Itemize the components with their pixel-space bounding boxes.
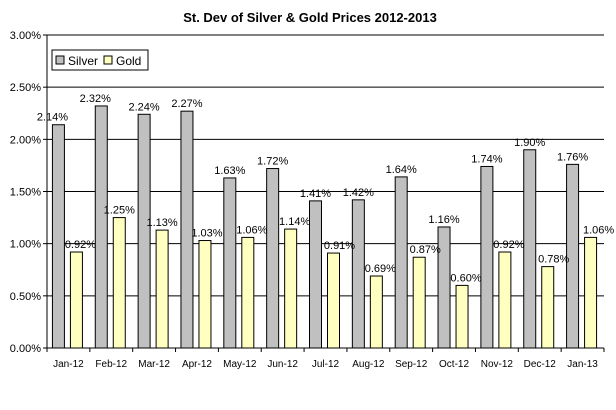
y-tick-label: 1.50% bbox=[10, 187, 41, 199]
x-tick-label: Jan-12 bbox=[53, 359, 84, 370]
gold-data-label: 1.13% bbox=[147, 217, 178, 229]
y-tick-label: 0.50% bbox=[10, 291, 41, 303]
legend: Silver Gold bbox=[51, 49, 149, 71]
x-tick-label: Apr-12 bbox=[182, 359, 212, 370]
silver-data-label: 1.63% bbox=[214, 165, 245, 177]
x-tick-label: Jan-13 bbox=[567, 359, 598, 370]
silver-data-label: 1.42% bbox=[343, 187, 374, 199]
silver-bar bbox=[309, 200, 322, 349]
gold-data-label: 0.69% bbox=[365, 263, 396, 275]
silver-bar bbox=[266, 168, 280, 349]
silver-data-label: 1.16% bbox=[428, 214, 459, 226]
gold-bar bbox=[584, 236, 598, 349]
silver-data-label: 1.76% bbox=[557, 151, 588, 163]
silver-bar bbox=[351, 199, 365, 349]
silver-bar bbox=[137, 113, 151, 349]
gold-data-label: 0.91% bbox=[324, 240, 355, 252]
x-tick-label: Jul-12 bbox=[312, 359, 340, 370]
legend-box bbox=[51, 49, 149, 71]
gold-data-label: 1.06% bbox=[583, 224, 614, 236]
silver-data-label: 1.72% bbox=[257, 156, 288, 168]
y-tick-label: 3.00% bbox=[10, 30, 41, 42]
silver-data-label: 2.24% bbox=[129, 101, 160, 113]
silver-bar bbox=[223, 177, 237, 349]
gold-legend-label: Gold bbox=[116, 54, 141, 68]
y-tick-label: 1.00% bbox=[10, 239, 41, 251]
silver-data-label: 1.90% bbox=[514, 137, 545, 149]
gold-data-label: 0.78% bbox=[538, 254, 569, 266]
x-tick-label: Oct-12 bbox=[439, 359, 469, 370]
gold-data-label: 0.92% bbox=[65, 239, 96, 251]
silver-data-label: 2.14% bbox=[37, 112, 68, 124]
x-tick-label: Feb-12 bbox=[95, 359, 127, 370]
silver-bar bbox=[51, 124, 65, 349]
x-tick-label: Jun-12 bbox=[267, 359, 298, 370]
gold-data-label: 1.03% bbox=[191, 228, 222, 240]
y-tick-label: 0.00% bbox=[10, 343, 41, 355]
gold-data-label: 0.92% bbox=[493, 239, 524, 251]
gold-bar bbox=[327, 252, 340, 349]
x-axis-ticks: Jan-12 Feb-12 Mar-12 Apr-12 May-12 Jun-12 Jul-… bbox=[46, 348, 605, 370]
chart-title: St. Dev of Silver & Gold Prices 2012-201… bbox=[183, 10, 437, 25]
x-tick-label: May-12 bbox=[223, 359, 257, 370]
silver-data-label: 2.32% bbox=[80, 93, 111, 105]
gold-legend-swatch bbox=[103, 55, 113, 65]
silver-bar bbox=[394, 176, 408, 349]
gold-data-label: 0.87% bbox=[410, 244, 441, 256]
x-tick-label: Sep-12 bbox=[395, 359, 428, 370]
x-tick-label: Aug-12 bbox=[352, 359, 385, 370]
x-tick-label: Nov-12 bbox=[481, 359, 514, 370]
gold-data-label: 0.60% bbox=[450, 272, 481, 284]
gold-bar bbox=[541, 266, 555, 349]
silver-data-label: 1.74% bbox=[471, 153, 502, 165]
gold-bar bbox=[155, 229, 169, 349]
y-axis-ticks: 0.00% 0.50% 1.00% 1.50% 2.00% 2.50% 3.00% bbox=[10, 30, 47, 355]
silver-legend-swatch bbox=[55, 55, 65, 65]
y-tick-label: 2.50% bbox=[10, 82, 41, 94]
gold-bar bbox=[498, 251, 512, 349]
gold-data-label: 1.14% bbox=[279, 216, 310, 228]
gold-bar bbox=[69, 251, 83, 349]
gold-bar bbox=[241, 236, 255, 349]
silver-legend-label: Silver bbox=[68, 54, 98, 68]
gold-bar bbox=[198, 240, 212, 349]
x-tick-label: Dec-12 bbox=[524, 359, 557, 370]
x-tick-label: Mar-12 bbox=[138, 359, 170, 370]
y-tick-label: 2.00% bbox=[10, 134, 41, 146]
silver-data-label: 2.27% bbox=[171, 98, 202, 110]
silver-bar bbox=[523, 149, 537, 349]
silver-data-label: 1.64% bbox=[386, 164, 417, 176]
silver-bar bbox=[94, 105, 108, 349]
gold-data-label: 1.06% bbox=[236, 224, 267, 236]
gold-bar bbox=[412, 256, 426, 349]
silver-data-label: 1.41% bbox=[300, 188, 331, 200]
gold-data-label: 1.25% bbox=[104, 205, 135, 217]
gold-bar bbox=[369, 275, 383, 349]
gold-bar bbox=[284, 228, 298, 349]
silver-bar bbox=[480, 165, 494, 349]
data-labels: 2.14% 0.92% 2.32% 1.25% 2.24% 1.13% 2.27% 1.03%… bbox=[37, 93, 615, 284]
gold-bar bbox=[455, 284, 469, 349]
gold-bar bbox=[112, 217, 126, 349]
